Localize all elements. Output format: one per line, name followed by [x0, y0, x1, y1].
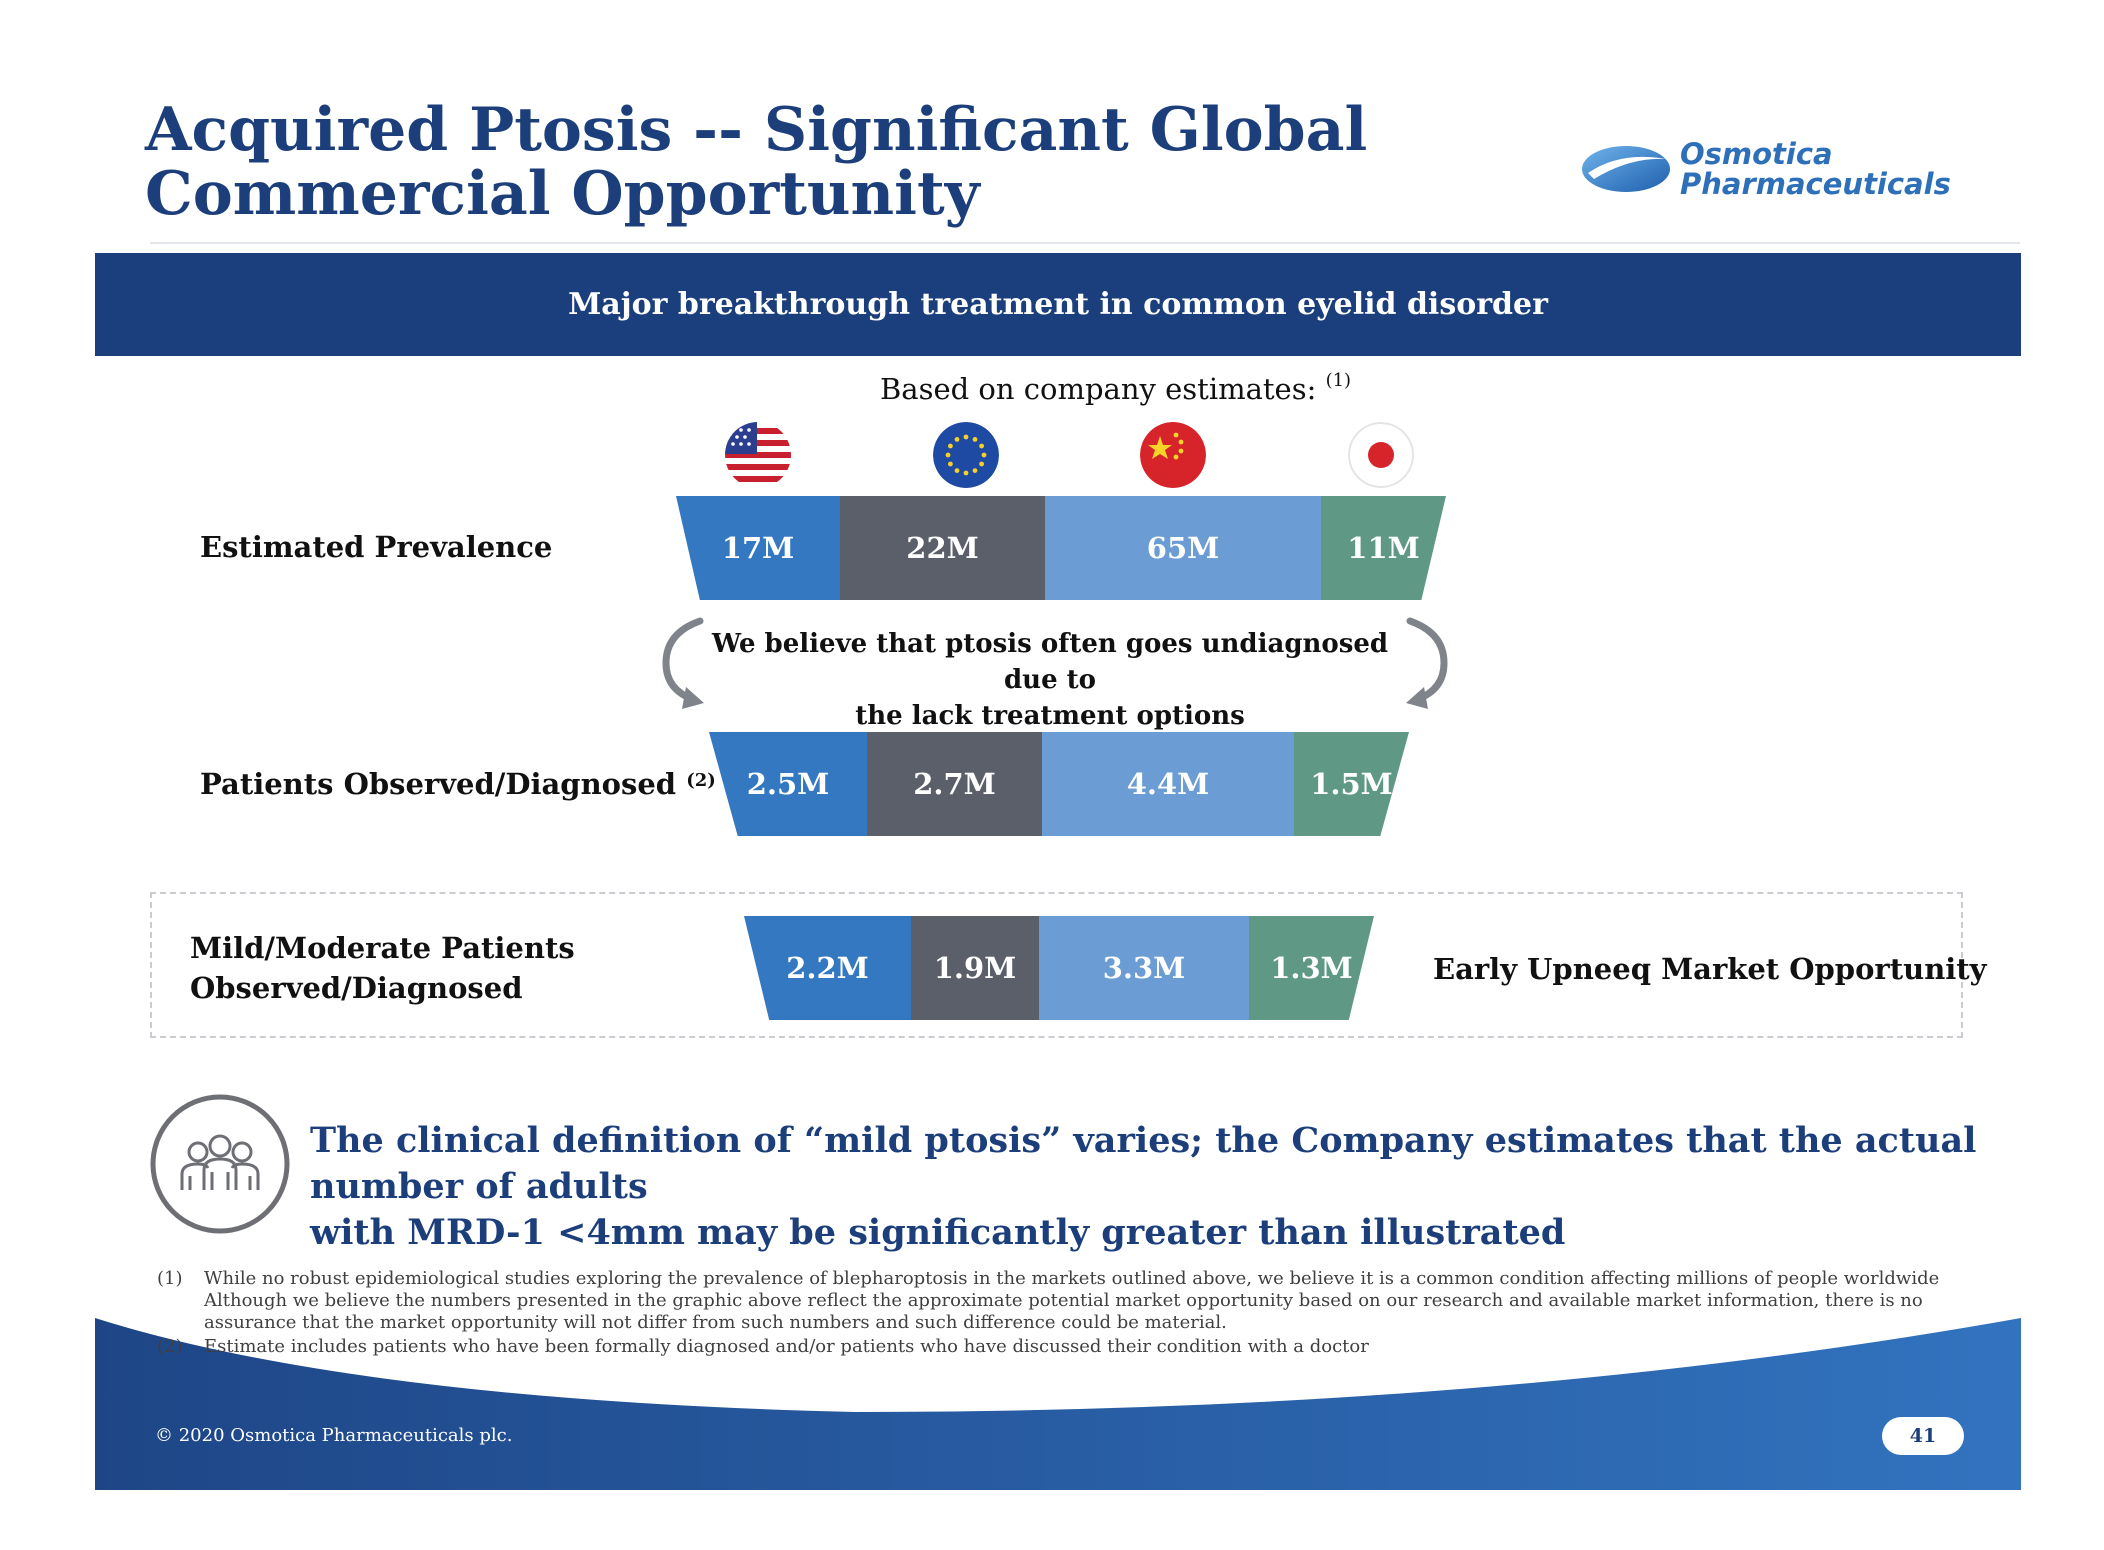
people-group-icon: [150, 1094, 290, 1234]
row-label-mild-moderate: Mild/Moderate Patients Observed/Diagnose…: [190, 928, 575, 1008]
note-line2: the lack treatment options: [855, 701, 1245, 731]
mild-china-segment: 3.3M: [1039, 916, 1249, 1020]
logo-line1: Osmotica: [1680, 137, 1833, 171]
callout-line1: The clinical definition of “mild ptosis”…: [310, 1120, 1977, 1207]
osmotica-logo-icon: [1582, 146, 1670, 192]
mild-japan-value: 1.3M: [1270, 951, 1353, 985]
mild-label-line1: Mild/Moderate Patients: [190, 931, 575, 965]
mild-label-line2: Observed/Diagnosed: [190, 971, 523, 1005]
mild-ptosis-callout: The clinical definition of “mild ptosis”…: [310, 1118, 2010, 1256]
prevalence-china-value: 65M: [1146, 531, 1220, 565]
diagnosed-funnel-bar: 2.5M 2.7M 4.4M 1.5M: [709, 732, 1409, 836]
page-number: 41: [1882, 1417, 1964, 1455]
diagnosed-us-segment: 2.5M: [709, 732, 867, 836]
prevalence-us-segment: 17M: [676, 496, 840, 600]
early-upneeq-opportunity-label: Early Upneeq Market Opportunity: [1433, 952, 1987, 986]
mild-china-value: 3.3M: [1102, 951, 1186, 985]
row-label-patients-diagnosed: Patients Observed/Diagnosed (2): [200, 764, 716, 804]
title-divider: [150, 242, 2020, 244]
diagnosed-eu-segment: 2.7M: [867, 732, 1042, 836]
undiagnosed-note: We believe that ptosis often goes undiag…: [700, 626, 1400, 734]
china-flag-icon: [1140, 422, 1206, 488]
footnote-1-number: (1): [157, 1268, 183, 1289]
note-line1: We believe that ptosis often goes undiag…: [711, 629, 1389, 695]
banner-background: [95, 253, 2021, 356]
logo-line2: Pharmaceuticals: [1680, 167, 1951, 201]
diagnosed-eu-value: 2.7M: [913, 767, 996, 801]
us-flag-icon: [725, 422, 791, 488]
callout-line2: with MRD-1 <4mm may be significantly gre…: [310, 1212, 1566, 1253]
subtitle-text: Based on company estimates:: [880, 372, 1317, 406]
copyright-text: © 2020 Osmotica Pharmaceuticals plc.: [155, 1425, 513, 1446]
banner-text: Major breakthrough treatment in common e…: [568, 287, 1548, 322]
diagnosed-china-segment: 4.4M: [1042, 732, 1294, 836]
footnote-1-text: While no robust epidemiological studies …: [204, 1268, 1940, 1333]
mild-eu-segment: 1.9M: [911, 916, 1039, 1020]
subtitle-footnote-ref: (1): [1325, 370, 1352, 391]
slide-title: Acquired Ptosis -- Significant Global Co…: [145, 95, 1368, 229]
market-opportunity-box: [150, 892, 1963, 1038]
prevalence-eu-value: 22M: [906, 531, 979, 565]
mild-us-segment: 2.2M: [744, 916, 911, 1020]
footer-wave-background: [95, 1318, 2021, 1490]
mild-funnel-bar: 2.2M 1.9M 3.3M 1.3M: [744, 916, 1374, 1020]
diagnosed-japan-segment: 1.5M: [1294, 732, 1409, 836]
right-curved-arrow-icon: [1406, 617, 1448, 709]
company-logo-text: Osmotica Pharmaceuticals: [1680, 139, 1951, 199]
diagnosed-label-text: Patients Observed/Diagnosed: [200, 767, 677, 801]
prevalence-japan-segment: 11M: [1321, 496, 1446, 600]
prevalence-eu-segment: 22M: [840, 496, 1045, 600]
diagnosed-japan-value: 1.5M: [1310, 767, 1393, 801]
left-curved-arrow-icon: [662, 617, 704, 709]
prevalence-china-segment: 65M: [1045, 496, 1321, 600]
prevalence-japan-value: 11M: [1347, 531, 1420, 565]
footnote-2-text: Estimate includes patients who have been…: [204, 1336, 1369, 1357]
eu-flag-icon: [933, 422, 999, 488]
japan-flag-icon: [1348, 422, 1414, 488]
estimates-subtitle: Based on company estimates: (1): [880, 370, 1400, 406]
diagnosed-footnote-ref: (2): [686, 770, 716, 791]
prevalence-funnel-bar: 17M 22M 65M 11M: [676, 496, 1446, 600]
prevalence-us-value: 17M: [721, 531, 795, 565]
mild-eu-value: 1.9M: [933, 951, 1017, 985]
footnote-2-number: (2): [157, 1336, 183, 1357]
diagnosed-china-value: 4.4M: [1126, 767, 1210, 801]
diagnosed-us-value: 2.5M: [746, 767, 830, 801]
row-label-estimated-prevalence: Estimated Prevalence: [200, 530, 553, 564]
mild-us-value: 2.2M: [786, 951, 869, 985]
